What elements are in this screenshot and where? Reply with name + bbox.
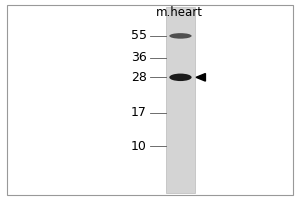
- Text: 55: 55: [131, 29, 147, 42]
- Bar: [166, 7, 195, 193]
- Text: m.heart: m.heart: [156, 6, 203, 19]
- Text: 10: 10: [131, 140, 147, 153]
- Polygon shape: [196, 74, 206, 81]
- Text: 28: 28: [131, 71, 147, 84]
- Ellipse shape: [169, 74, 192, 81]
- Text: 36: 36: [131, 51, 147, 64]
- Text: 17: 17: [131, 106, 147, 119]
- Ellipse shape: [169, 33, 192, 39]
